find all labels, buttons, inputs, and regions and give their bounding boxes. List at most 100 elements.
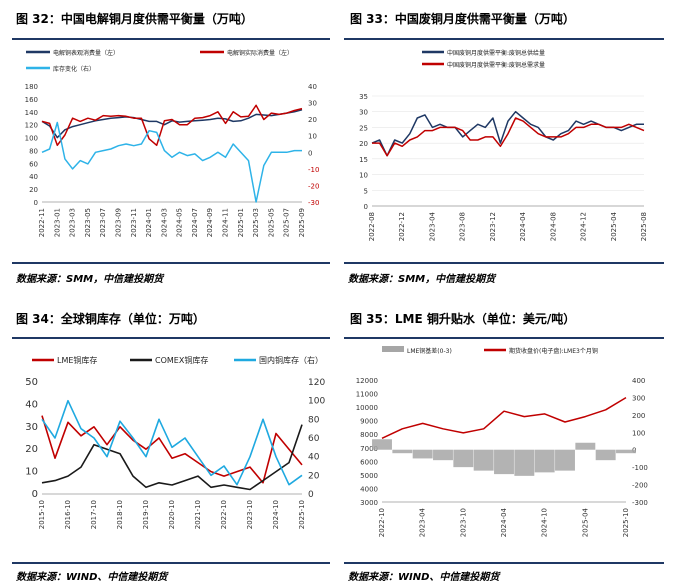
chart33-xtick-label: 2024-08 [549,212,557,241]
chart34-ytick-label: 40 [25,399,38,410]
chart35-ytick-label: 7000 [360,445,378,453]
chart32-xtick-label: 2023-11 [130,208,138,237]
chart33-series-line [372,117,645,157]
chart35-series-line [381,396,627,439]
chart33-xtick-label: 2024-12 [580,212,588,241]
chart33-ytick-label: 30 [359,109,368,117]
chart35-ytick-label: 9000 [360,418,378,426]
chart32-legend-label: 电解铜实际消费量（左） [227,49,293,57]
chart35-legend-swatch [382,346,404,352]
chart34-y2tick-label: 40 [308,453,320,463]
chart33-legend-label: 中国废铜月度供需平衡:废铜总需求量 [447,61,545,69]
chart35-ytick-label: 8000 [360,431,378,439]
chart32-xtick-label: 2023-07 [99,208,107,237]
chart34-xtick-label: 2017-10 [90,500,98,529]
chart32-title: 图 32：中国电解铜月度供需平衡量（万吨） [16,12,253,26]
chart32-xtick-label: 2023-03 [69,208,77,237]
chart33-legend-label: 中国废铜月度供需平衡:废铜总供给量 [447,49,545,57]
chart34-source-rule [12,562,330,564]
chart32-series-line [41,104,303,147]
chart35-y2tick-label: -100 [632,464,648,472]
chart34-ytick-label: 50 [25,377,38,388]
chart35-plot: 3000 4000 5000 6000 7000 8000 9000 10000 11000 12… [356,346,648,537]
chart35-source-rule [344,562,664,564]
chart32-legend-label: 电解铜表观消费量（左） [53,49,119,57]
chart34-legend-label: LME铜库存 [57,355,97,365]
chart32-series-line [41,121,302,203]
chart32-plot: 0 20 40 60 80 100 120 140 160 180 -30 -20 -10 0 10 20 30… [25,49,320,237]
chart35-ytick-label: 12000 [356,377,378,385]
chart34-ytick-label: 30 [25,422,38,433]
chart32-xtick-label: 2025-09 [298,208,306,237]
chart35-xtick-label: 2025-04 [581,507,589,537]
chart34-xtick-label: 2016-10 [64,500,72,529]
chart34-y2tick-label: 80 [308,415,320,425]
chart33-ytick-label: 5 [364,187,368,195]
chart34-y2tick-label: 20 [308,471,320,481]
chart32-y2tick-label: -10 [308,166,319,174]
chart34-xtick-label: 2025-10 [298,500,306,529]
chart33-xtick-label: 2023-08 [459,212,467,241]
chart33-ytick-label: 10 [359,172,368,180]
chart34-xtick-label: 2024-10 [272,500,280,529]
chart33-xtick-label: 2022-08 [368,212,376,241]
chart34-xtick-label: 2020-10 [168,500,176,529]
chart34-legend-label: COMEX铜库存 [155,355,208,365]
chart33-source-rule [344,262,664,264]
chart35-title-rule [344,337,664,339]
chart35-source: 数据来源：WIND、中信建投期货 [348,572,500,583]
chart34-ytick-label: 10 [25,467,38,478]
chart35-ytick-label: 10000 [356,404,378,412]
chart33-xtick-label: 2023-12 [489,212,497,241]
chart34-xtick-label: 2015-10 [38,500,46,529]
chart33-ytick-label: 20 [359,140,368,148]
chart34-title-rule [12,337,330,339]
chart35-ytick-label: 6000 [360,458,378,466]
chart32-xtick-label: 2024-11 [222,208,230,237]
chart33-xtick-label: 2025-04 [610,211,618,241]
chart35-xtick-label: 2023-04 [419,507,427,537]
chart32-xtick-label: 2024-07 [191,208,199,237]
chart34-xtick-label: 2018-10 [116,500,124,529]
chart32-ytick-label: 140 [25,109,38,117]
chart34-xtick-label: 2021-10 [194,500,202,529]
chart35-y2tick-label: 200 [632,412,645,420]
chart34-ytick-label: 0 [32,489,38,500]
chart32-y2tick-label: 40 [308,83,317,91]
chart32-y2tick-label: 10 [308,133,317,141]
chart35-y2tick-label: 100 [632,429,645,437]
chart32-title-rule [12,38,330,40]
chart35-title: 图 35：LME 铜升贴水（单位：美元/吨） [350,312,576,326]
chart33-ytick-label: 35 [359,93,368,101]
chart32-xtick-label: 2025-03 [252,208,260,237]
chart34-y2tick-label: 0 [308,490,314,500]
chart35-basis-bar [372,439,392,450]
chart34-xtick-label: 2023-10 [246,500,254,529]
chart35-xtick-label: 2023-10 [459,508,467,537]
chart32-source-rule [12,262,330,264]
chart35-ytick-label: 11000 [356,391,378,399]
chart32-ytick-label: 60 [29,160,38,168]
chart35-ytick-label: 5000 [360,472,378,480]
chart34-y2tick-label: 100 [308,397,325,407]
chart34-series-line [41,415,303,484]
chart32-xtick-label: 2023-05 [84,208,92,237]
chart33-ytick-label: 25 [359,124,368,132]
chart35-basis-bar [453,449,474,468]
chart34-xtick-label: 2019-10 [142,500,150,529]
chart32-xtick-label: 2024-01 [145,208,153,237]
chart35-legend-label: 期货收盘价(电子盘):LME3个月铜 [509,347,598,355]
chart35-basis-bar [534,449,555,473]
chart32-xtick-label: 2025-05 [267,208,275,237]
chart32-y2tick-label: -20 [308,182,319,190]
chart33-xtick-label: 2025-08 [640,212,648,241]
chart32-ytick-label: 0 [34,199,38,207]
chart34-source: 数据来源：WIND、中信建投期货 [16,572,168,583]
chart32-xtick-label: 2024-03 [160,208,168,237]
chart35-basis-bar [555,449,575,471]
chart32-xtick-label: 2024-09 [206,208,214,237]
chart35-xtick-label: 2025-10 [622,508,630,537]
chart35-y2tick-label: -300 [632,499,648,507]
chart32-legend-label: 库存变化（右） [53,65,95,73]
chart33-source: 数据来源：SMM，中信建投期货 [348,274,496,285]
